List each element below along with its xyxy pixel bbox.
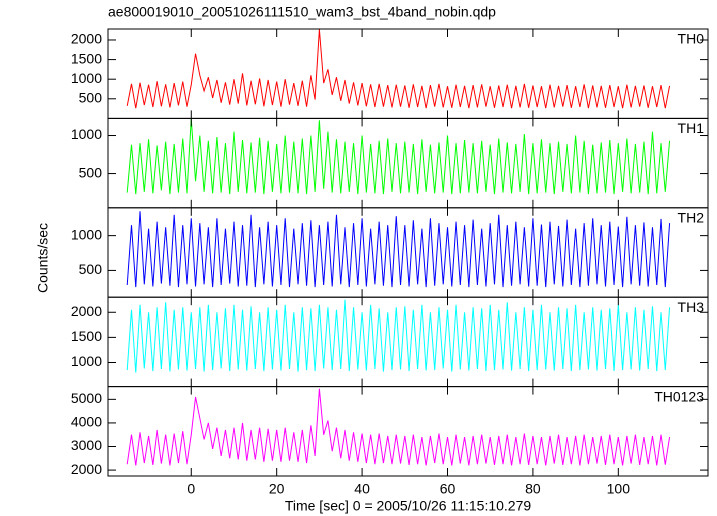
y-tick-label: 4000 (71, 414, 102, 430)
x-tick-label: 0 (187, 481, 195, 497)
panel-label: TH1 (678, 120, 705, 136)
light-curve (126, 299, 671, 373)
y-tick-label: 1500 (71, 328, 102, 344)
light-curve (126, 388, 671, 466)
x-tick-label: 80 (525, 481, 541, 497)
y-tick-label: 5000 (71, 390, 102, 406)
panel-frame (107, 386, 709, 477)
y-tick-label: 500 (79, 89, 103, 105)
chart-title: ae800019010_20051026111510_wam3_bst_4ban… (108, 4, 496, 20)
y-axis-label: Counts/sec (35, 223, 51, 293)
panel-label: TH0 (678, 31, 705, 47)
x-tick-label: 100 (607, 481, 631, 497)
panel-frame (107, 28, 709, 119)
x-axis-label: Time [sec] 0 = 2005/10/26 11:15:10.279 (285, 498, 532, 514)
light-curve (126, 29, 671, 109)
y-tick-label: 1000 (71, 70, 102, 86)
x-tick-label: 40 (354, 481, 370, 497)
y-tick-label: 1000 (71, 226, 102, 242)
y-tick-label: 1500 (71, 50, 102, 66)
y-tick-label: 500 (79, 164, 103, 180)
x-tick-label: 20 (269, 481, 285, 497)
light-curve (126, 211, 671, 288)
panel-label: TH3 (678, 299, 705, 315)
panel-label: TH2 (678, 210, 705, 226)
y-tick-label: 500 (79, 261, 103, 277)
x-tick-label: 60 (440, 481, 456, 497)
y-tick-label: 2000 (71, 303, 102, 319)
panel-frame (107, 117, 709, 209)
y-tick-label: 2000 (71, 461, 102, 477)
light-curve (126, 118, 671, 195)
y-tick-label: 1000 (71, 353, 102, 369)
y-tick-label: 1000 (71, 126, 102, 142)
y-tick-label: 3000 (71, 437, 102, 453)
panel-label: TH0123 (654, 388, 704, 404)
y-tick-label: 2000 (71, 31, 102, 47)
